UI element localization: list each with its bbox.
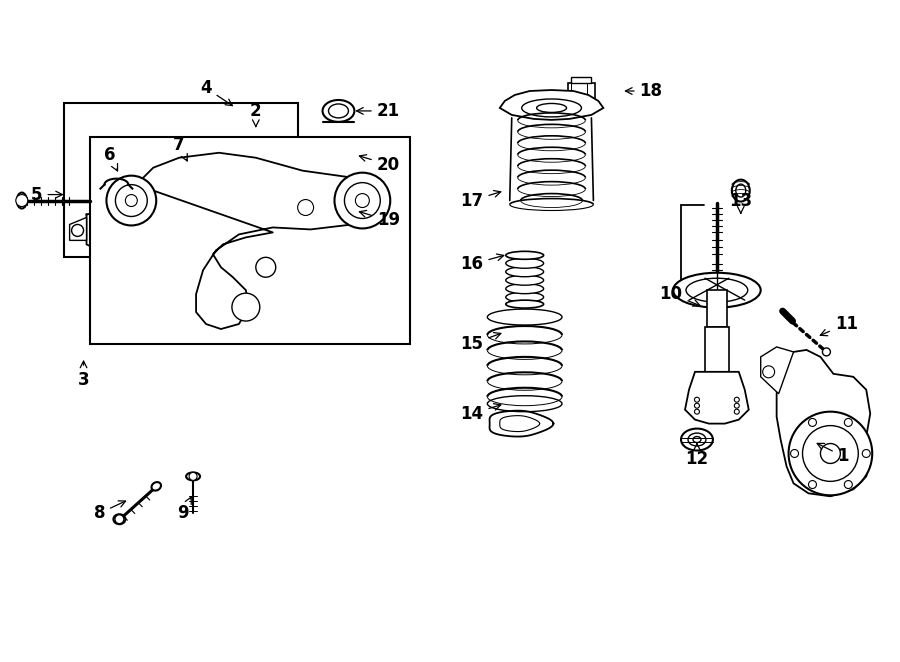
Text: 9: 9	[177, 497, 191, 522]
Circle shape	[762, 366, 775, 378]
Circle shape	[788, 412, 872, 495]
Bar	[64, 103, 298, 258]
Circle shape	[821, 444, 841, 463]
Text: 5: 5	[31, 185, 62, 204]
Ellipse shape	[506, 267, 544, 277]
Polygon shape	[69, 218, 86, 240]
Polygon shape	[685, 372, 749, 424]
Circle shape	[695, 409, 699, 414]
Circle shape	[170, 167, 196, 193]
Ellipse shape	[693, 436, 701, 442]
Text: 6: 6	[104, 146, 118, 171]
Circle shape	[734, 403, 739, 408]
Circle shape	[790, 449, 798, 457]
Circle shape	[115, 515, 124, 524]
Ellipse shape	[506, 275, 544, 285]
Circle shape	[178, 175, 188, 185]
Circle shape	[862, 449, 870, 457]
Ellipse shape	[322, 146, 348, 164]
Text: 3: 3	[77, 361, 89, 389]
Text: 14: 14	[460, 404, 500, 422]
Ellipse shape	[686, 278, 748, 302]
Circle shape	[125, 195, 138, 207]
Ellipse shape	[522, 99, 581, 117]
Bar	[568, 83, 596, 101]
Text: 11: 11	[820, 315, 858, 336]
Ellipse shape	[328, 150, 343, 160]
Text: 10: 10	[660, 285, 700, 307]
Ellipse shape	[732, 179, 750, 201]
Text: 12: 12	[686, 444, 708, 469]
Circle shape	[734, 409, 739, 414]
Ellipse shape	[506, 292, 544, 302]
Circle shape	[808, 481, 816, 489]
Circle shape	[335, 173, 391, 228]
Ellipse shape	[294, 201, 363, 234]
Text: 1: 1	[817, 444, 849, 465]
Text: 7: 7	[174, 136, 187, 161]
Text: 20: 20	[359, 155, 400, 173]
Ellipse shape	[113, 514, 125, 524]
Ellipse shape	[673, 273, 760, 308]
Circle shape	[115, 185, 148, 216]
Polygon shape	[500, 90, 603, 120]
Ellipse shape	[315, 211, 343, 224]
Ellipse shape	[506, 258, 544, 268]
Ellipse shape	[323, 214, 334, 220]
Circle shape	[823, 348, 831, 356]
Circle shape	[232, 293, 260, 321]
Text: 15: 15	[461, 332, 500, 353]
Polygon shape	[777, 350, 870, 496]
Circle shape	[126, 220, 152, 246]
Ellipse shape	[151, 482, 161, 491]
Circle shape	[298, 199, 313, 216]
Text: 2: 2	[250, 102, 262, 126]
Polygon shape	[760, 347, 794, 394]
Text: 18: 18	[626, 82, 662, 100]
Ellipse shape	[506, 252, 544, 260]
Text: 13: 13	[729, 191, 752, 213]
Circle shape	[844, 481, 852, 489]
Text: 4: 4	[200, 79, 232, 106]
Ellipse shape	[304, 207, 353, 228]
Text: 21: 21	[356, 102, 400, 120]
Circle shape	[106, 175, 157, 226]
Circle shape	[695, 397, 699, 402]
Ellipse shape	[688, 433, 706, 446]
Ellipse shape	[736, 184, 746, 197]
Circle shape	[734, 397, 739, 402]
Circle shape	[803, 426, 859, 481]
Ellipse shape	[681, 428, 713, 451]
Bar	[706, 290, 727, 327]
Ellipse shape	[320, 162, 350, 171]
Bar	[705, 327, 729, 372]
Circle shape	[72, 224, 84, 236]
Text: 8: 8	[94, 501, 126, 522]
Circle shape	[695, 403, 699, 408]
Text: 17: 17	[460, 191, 500, 210]
Ellipse shape	[506, 300, 544, 308]
Circle shape	[159, 157, 207, 205]
Circle shape	[256, 258, 275, 277]
Circle shape	[808, 418, 816, 426]
Bar	[572, 77, 591, 83]
Circle shape	[16, 195, 28, 207]
Text: 16: 16	[461, 254, 504, 273]
Text: 19: 19	[359, 211, 400, 230]
Circle shape	[844, 418, 852, 426]
Ellipse shape	[186, 473, 200, 481]
Bar	[89, 137, 410, 344]
Ellipse shape	[328, 104, 348, 118]
Ellipse shape	[322, 100, 355, 122]
Ellipse shape	[536, 103, 566, 113]
Ellipse shape	[506, 284, 544, 294]
Circle shape	[345, 183, 381, 218]
Ellipse shape	[17, 193, 27, 209]
Circle shape	[189, 473, 197, 481]
Circle shape	[356, 193, 369, 207]
